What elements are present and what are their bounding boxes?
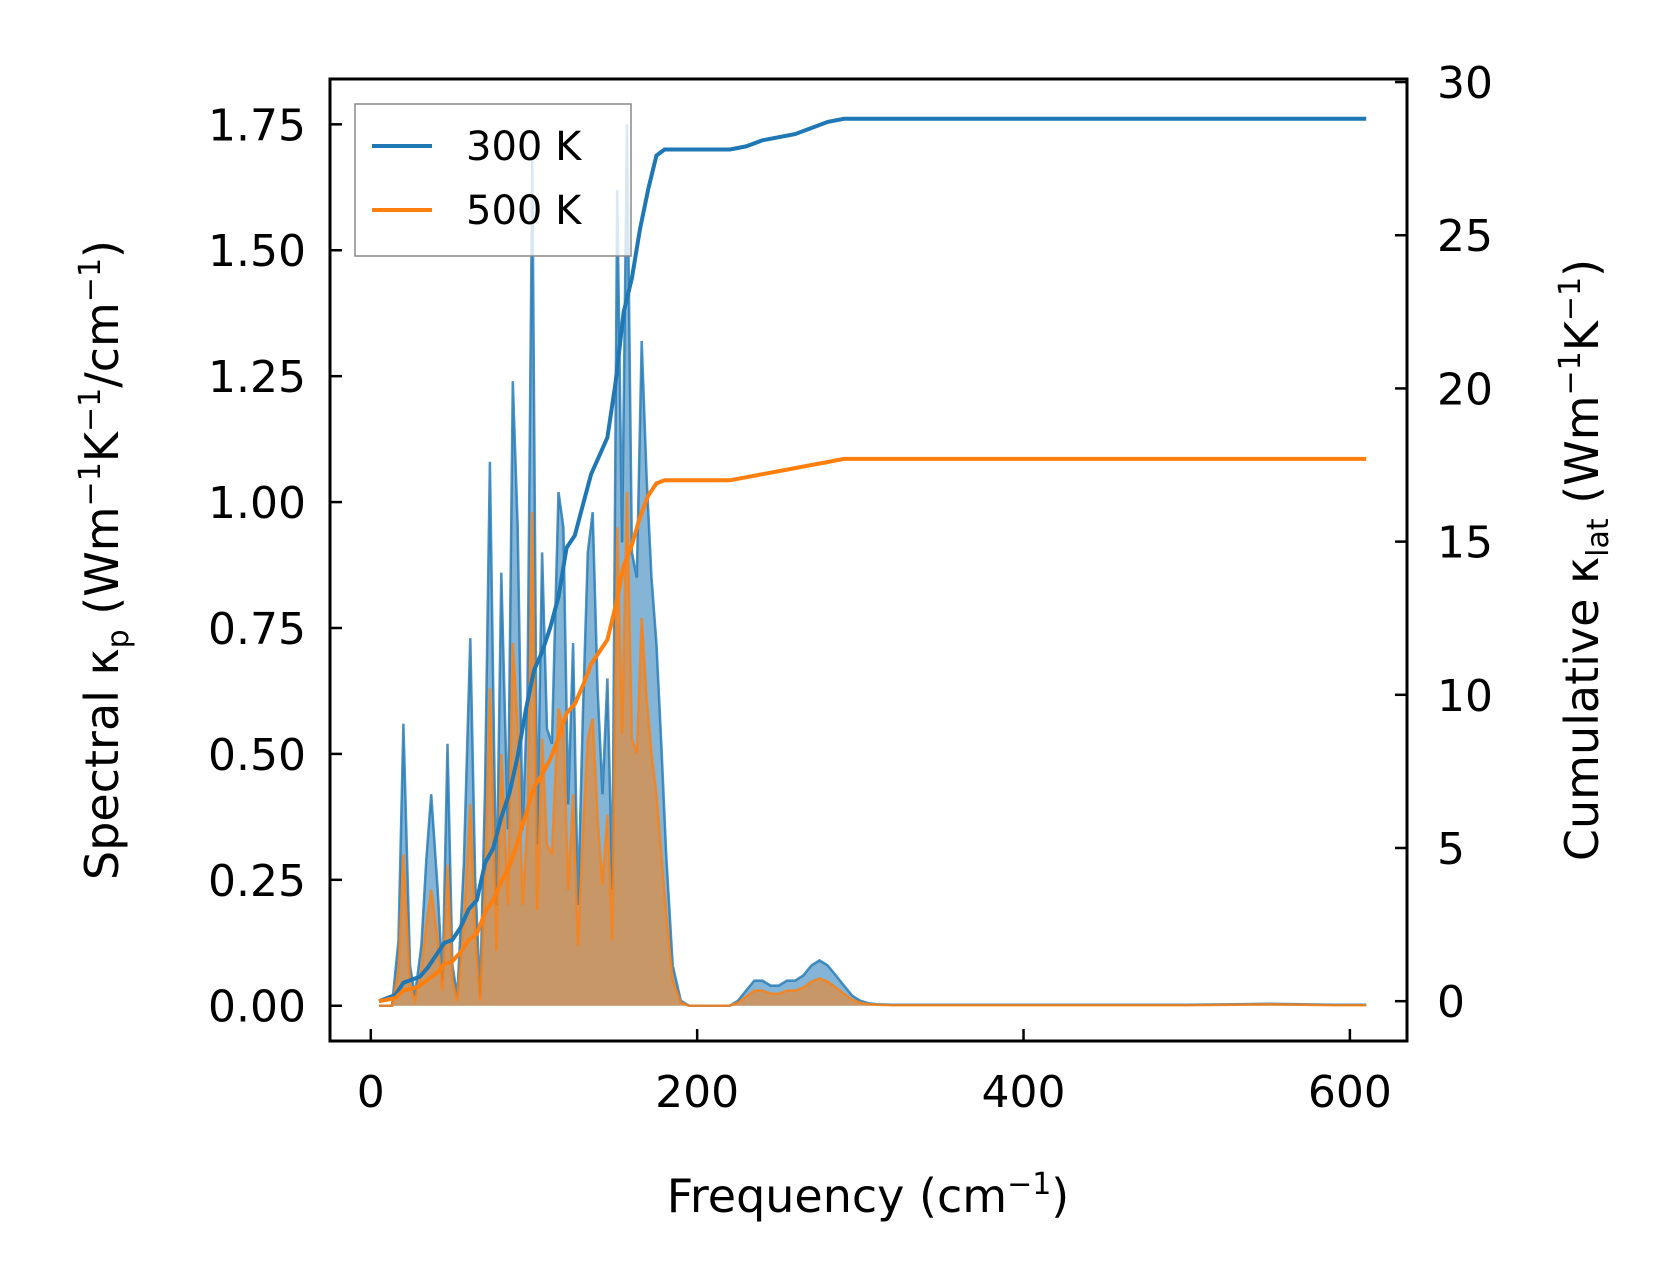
y-right-title-sup1: −1	[1553, 351, 1588, 395]
legend: 300 K 500 K	[354, 103, 632, 257]
y-left-title-sup1: −1	[73, 462, 108, 506]
y-left-title-sup3: −1	[73, 258, 108, 302]
y-left-title-main: Spectral κ	[75, 648, 129, 880]
y-right-title-sub: lat	[1581, 518, 1616, 557]
x-tick-label-400: 400	[982, 1067, 1066, 1118]
y-right-title-main: Cumulative κ	[1555, 557, 1609, 861]
y-right-tick-label-10: 10	[1437, 671, 1493, 722]
y-right-tick-label-0: 0	[1437, 977, 1465, 1028]
y-right-tick-label-20: 20	[1437, 364, 1493, 415]
series-lines	[378, 116, 1367, 1004]
x-axis-title-end: )	[1051, 1169, 1069, 1223]
spectral-area-500k	[379, 492, 1367, 1006]
y-right-title-mid1: (Wm	[1555, 395, 1609, 518]
legend-label-300k: 300 K	[466, 124, 583, 170]
axis-ticks: 0 200 400 6000.000.250.500.751.001.251.501.…	[208, 58, 1493, 1118]
legend-label-500k: 500 K	[466, 188, 583, 234]
y-left-tick-label-1.25: 1.25	[208, 352, 306, 403]
y-left-tick-label-0.50: 0.50	[208, 730, 306, 781]
y-right-title-sup2: −1	[1553, 277, 1588, 321]
plot-frame	[328, 77, 1409, 1043]
y-left-tick-label-0.25: 0.25	[208, 856, 306, 907]
y-left-tick-label-0.75: 0.75	[208, 604, 306, 655]
y-left-axis-title: Spectral κp (Wm−1K−1/cm−1)	[73, 240, 136, 880]
y-right-tick-label-25: 25	[1437, 211, 1493, 262]
cumulative-line-300k	[378, 116, 1367, 1004]
y-right-axis-title: Cumulative κlat (Wm−1K−1)	[1553, 259, 1616, 861]
y-right-tick-label-30: 30	[1437, 58, 1493, 109]
x-axis-title: Frequency (cm−1)	[667, 1167, 1070, 1223]
y-left-tick-label-1.50: 1.50	[208, 226, 306, 277]
spectral-line-500k	[379, 491, 1367, 1007]
y-right-title-end: )	[1555, 259, 1609, 277]
y-right-tick-label-15: 15	[1437, 518, 1493, 569]
y-left-title-mid1: (Wm	[75, 506, 129, 629]
x-axis-title-main: Frequency (cm	[667, 1169, 1007, 1223]
x-axis-title-sup: −1	[1007, 1167, 1051, 1202]
y-left-title-mid2: K	[75, 430, 129, 462]
cumulative-line-500k	[378, 456, 1367, 1004]
x-tick-label-0: 0	[357, 1067, 385, 1118]
y-left-tick-label-1.00: 1.00	[208, 478, 306, 529]
y-left-tick-label-1.75: 1.75	[208, 100, 306, 151]
y-left-title-mid3: /cm	[75, 302, 129, 388]
y-right-title-mid2: K	[1555, 319, 1609, 351]
y-left-tick-label-0.00: 0.00	[208, 982, 306, 1033]
y-right-tick-label-5: 5	[1437, 824, 1465, 875]
y-left-title-sub: p	[101, 629, 136, 648]
x-tick-label-200: 200	[655, 1067, 739, 1118]
y-left-title-sup2: −1	[73, 388, 108, 432]
legend-box	[354, 103, 632, 257]
y-left-title-end: )	[75, 240, 129, 258]
x-tick-label-600: 600	[1308, 1067, 1392, 1118]
